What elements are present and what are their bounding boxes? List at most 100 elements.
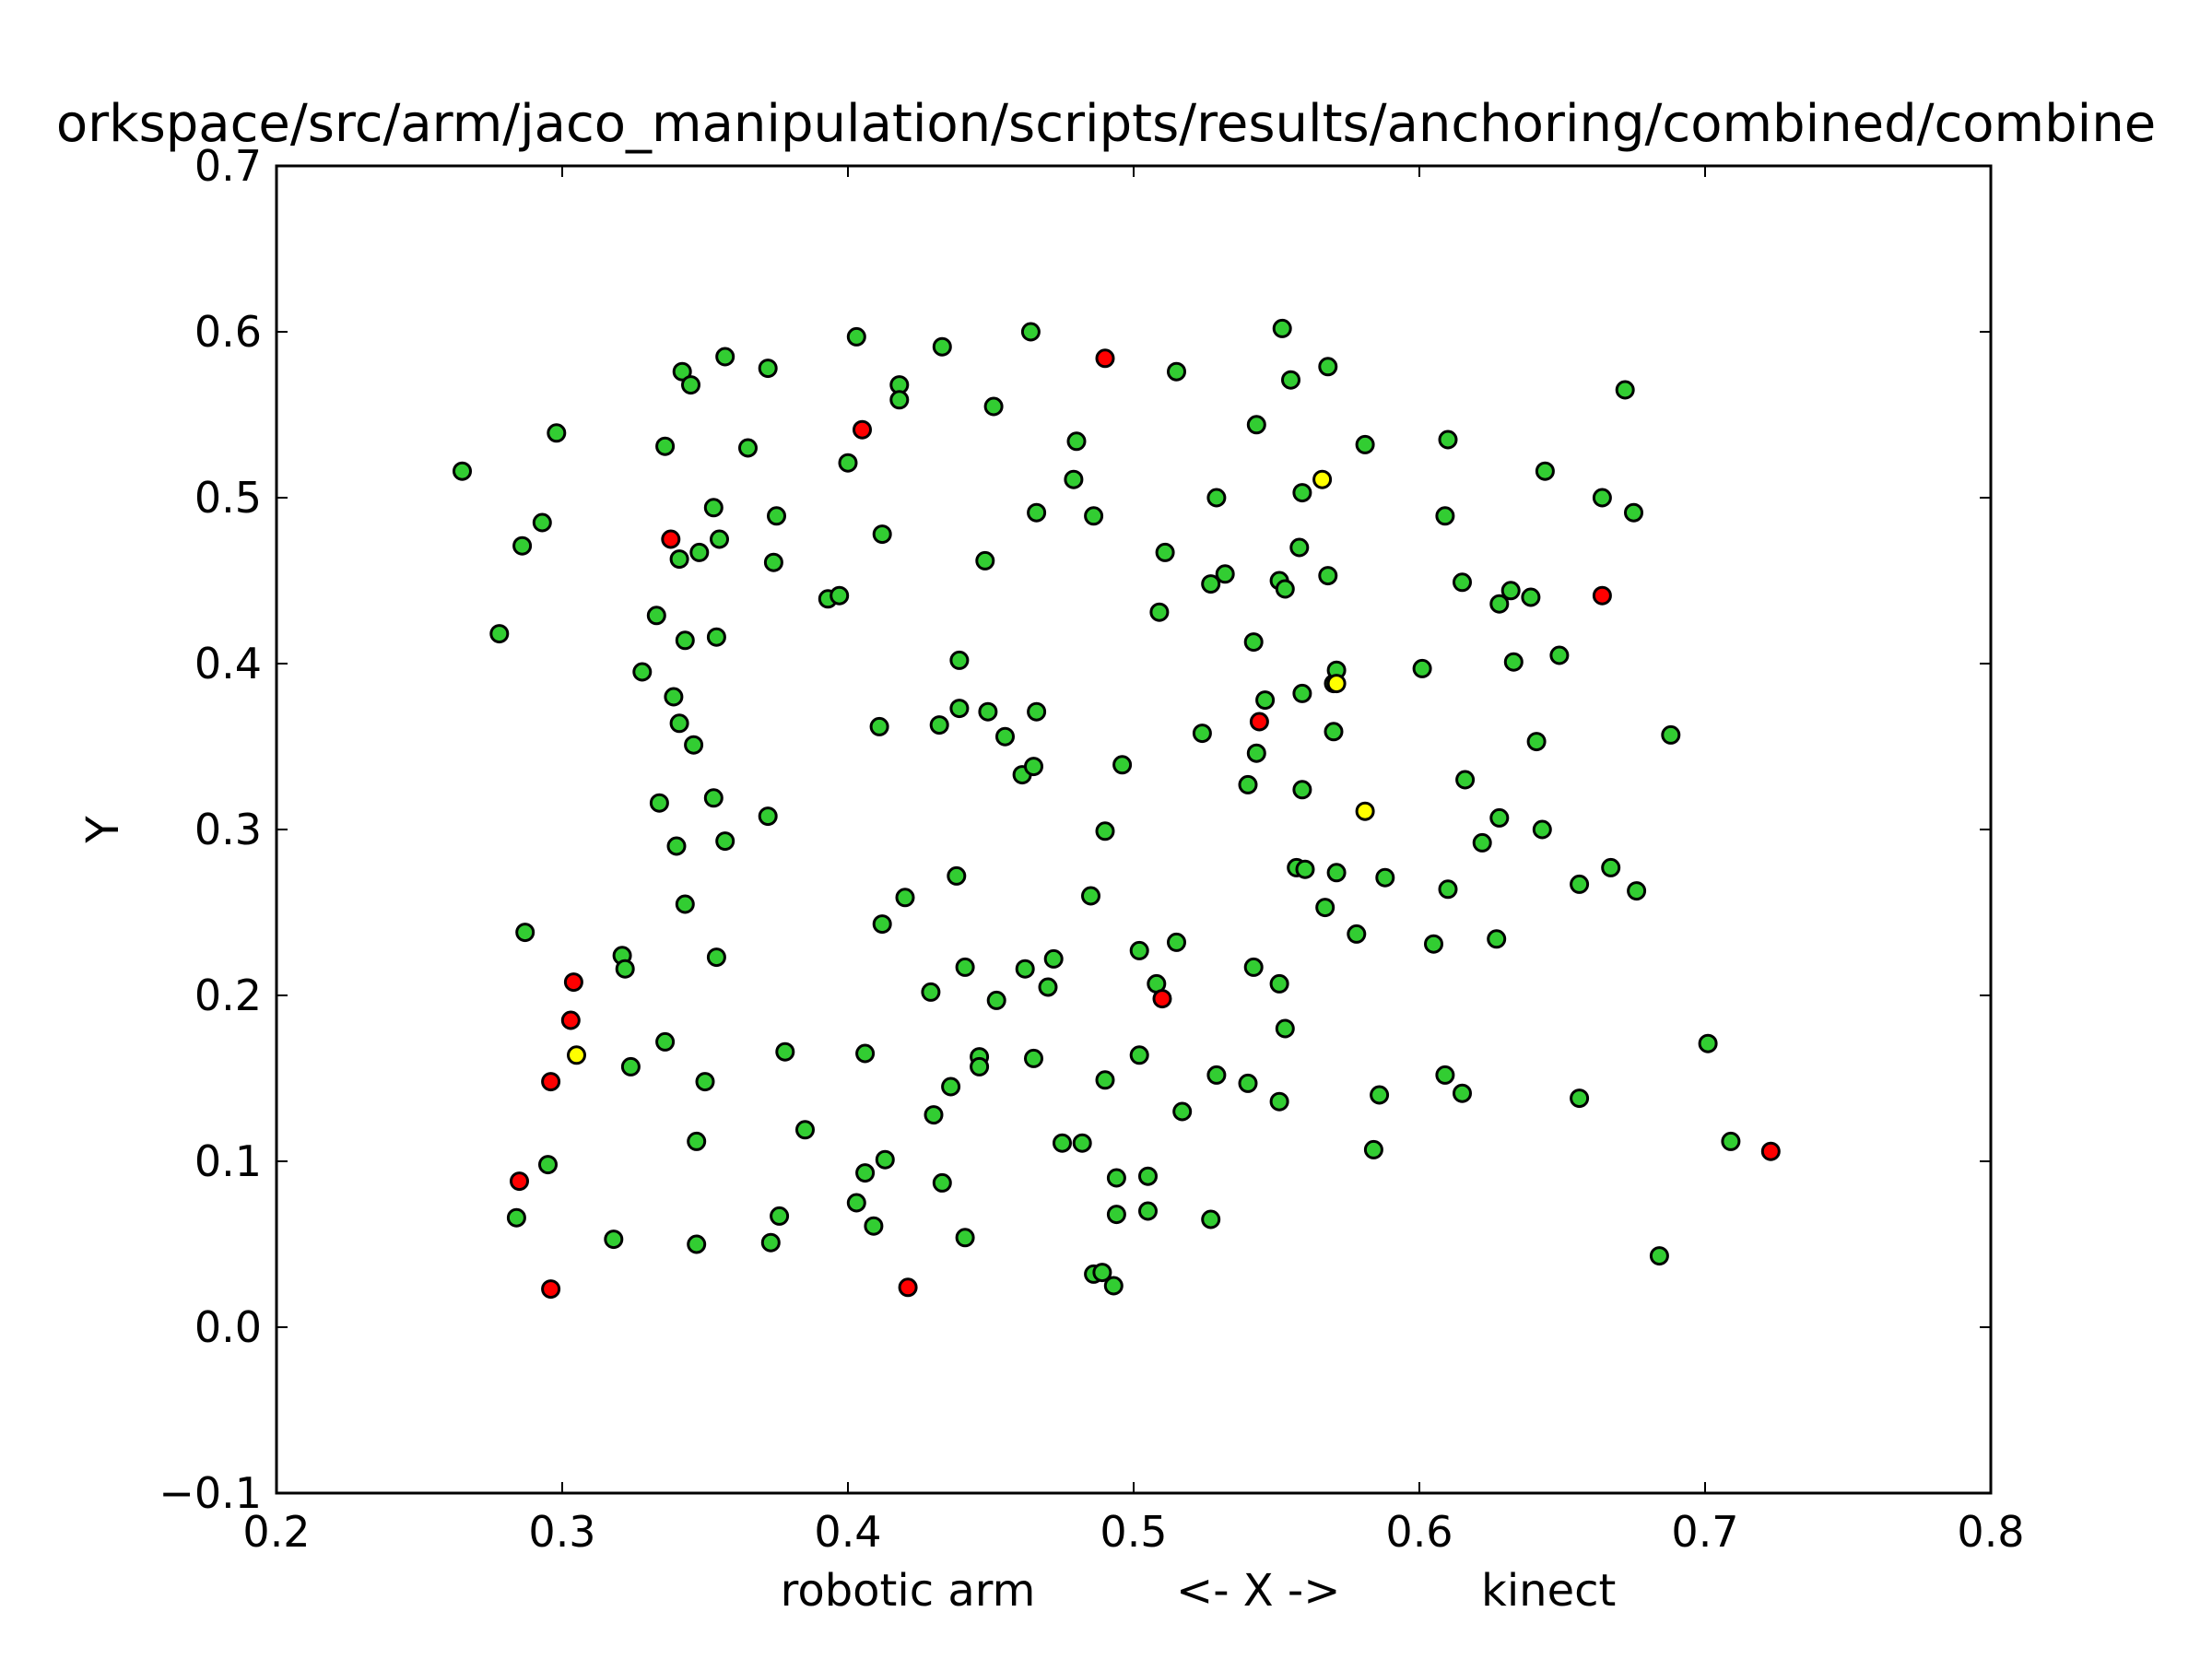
- y-tick-label: 0.1: [194, 1136, 262, 1186]
- data-point: [889, 390, 910, 410]
- data-point: [949, 699, 970, 719]
- data-point: [795, 1120, 815, 1140]
- data-point: [604, 1230, 624, 1250]
- data-point: [1698, 1033, 1718, 1053]
- data-point: [1601, 857, 1621, 877]
- data-point: [453, 461, 472, 481]
- data-point: [1489, 594, 1510, 614]
- data-point: [532, 512, 552, 533]
- data-point: [510, 1171, 529, 1192]
- data-point: [541, 1279, 561, 1300]
- data-point: [1201, 574, 1221, 594]
- data-point: [681, 375, 700, 395]
- x-tick-label: 0.3: [528, 1507, 595, 1557]
- data-point: [1324, 722, 1344, 742]
- data-point: [675, 630, 695, 651]
- data-point: [995, 726, 1015, 747]
- data-point: [1084, 506, 1104, 526]
- data-point: [1455, 770, 1476, 790]
- data-point: [615, 959, 635, 979]
- data-point: [1760, 1141, 1781, 1161]
- data-point: [1272, 318, 1292, 338]
- data-point: [1155, 542, 1175, 562]
- data-point: [1138, 1166, 1158, 1186]
- data-point: [1206, 1065, 1227, 1085]
- data-point: [1206, 488, 1227, 508]
- data-point: [1318, 357, 1338, 377]
- data-point: [758, 359, 778, 379]
- data-point: [1615, 380, 1635, 400]
- x-axis-label: robotic arm <- X -> kinect: [781, 1565, 1617, 1617]
- data-point: [1072, 1133, 1092, 1153]
- data-point: [1292, 683, 1312, 703]
- data-point: [706, 627, 726, 647]
- data-point: [770, 1206, 790, 1226]
- data-point: [1453, 1083, 1472, 1103]
- data-point: [1106, 1168, 1126, 1188]
- data-point: [978, 701, 998, 722]
- data-point: [1167, 932, 1186, 952]
- data-point: [1487, 929, 1507, 949]
- data-points: [453, 318, 1781, 1300]
- data-point: [898, 1277, 918, 1298]
- data-point: [775, 1041, 795, 1062]
- data-point: [1112, 755, 1133, 775]
- data-point: [855, 1043, 876, 1064]
- y-tick-label: 0.6: [194, 307, 262, 357]
- data-point: [875, 1149, 895, 1170]
- data-point: [1149, 602, 1170, 622]
- axis-ticks: 0.2 0.3 0.4 0.5 0.6 0.7 0.8 −0.1 0.0 0.1 0.2 0.3 0.4…: [159, 141, 2024, 1557]
- data-point: [703, 498, 724, 518]
- data-point: [1292, 780, 1312, 800]
- data-point: [515, 923, 535, 943]
- data-point: [687, 1234, 707, 1254]
- data-point: [1535, 461, 1555, 481]
- data-point: [1592, 585, 1612, 606]
- data-point: [855, 1163, 876, 1183]
- data-point: [669, 713, 689, 734]
- data-point: [975, 550, 995, 571]
- data-point: [669, 549, 689, 570]
- data-point: [1570, 1088, 1590, 1109]
- data-point: [941, 1077, 961, 1097]
- data-point: [1355, 434, 1375, 454]
- data-point: [983, 396, 1004, 417]
- data-point: [760, 1232, 781, 1253]
- data-point: [1435, 506, 1455, 526]
- data-point: [1043, 948, 1064, 969]
- data-point: [1275, 1018, 1295, 1039]
- data-point: [1292, 483, 1312, 503]
- data-point: [1092, 1263, 1112, 1283]
- data-point: [1064, 469, 1084, 489]
- y-tick-label: 0.4: [194, 639, 262, 688]
- data-point: [1721, 1131, 1741, 1151]
- data-point: [830, 585, 850, 606]
- data-point: [1472, 832, 1492, 853]
- data-point: [932, 336, 952, 357]
- data-point: [1020, 322, 1041, 342]
- data-point: [1095, 821, 1115, 841]
- plot-frame: [275, 164, 1993, 1495]
- data-point: [1027, 502, 1047, 523]
- data-point: [1129, 940, 1149, 960]
- data-point: [655, 436, 676, 456]
- data-point: [767, 506, 786, 526]
- data-point: [547, 423, 567, 443]
- data-point: [632, 662, 653, 682]
- data-point: [538, 1155, 558, 1175]
- data-point: [512, 535, 533, 556]
- data-point: [706, 947, 726, 968]
- data-point: [1106, 1205, 1126, 1225]
- data-point: [1649, 1246, 1669, 1266]
- data-point: [838, 453, 858, 473]
- data-point: [1243, 632, 1264, 653]
- data-point: [872, 524, 892, 545]
- y-tick-label: 0.5: [194, 473, 262, 523]
- data-point: [1661, 724, 1681, 745]
- x-tick-label: 0.8: [1957, 1507, 2024, 1557]
- data-point: [646, 606, 666, 626]
- data-point: [1370, 1085, 1390, 1105]
- data-point: [1326, 674, 1347, 694]
- data-point: [1103, 1276, 1124, 1296]
